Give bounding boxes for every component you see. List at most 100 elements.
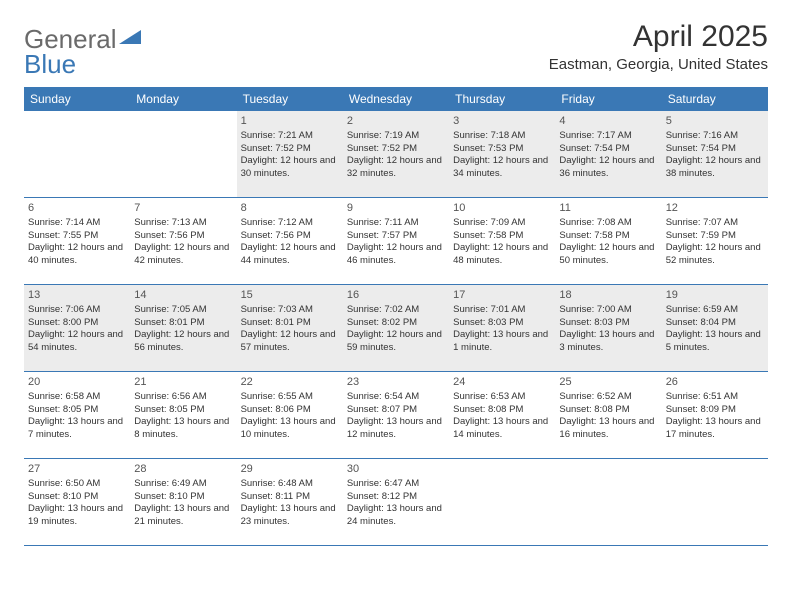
day-info-line: Sunset: 8:03 PM bbox=[559, 317, 657, 330]
day-info-line: Daylight: 13 hours and 16 minutes. bbox=[559, 416, 657, 442]
day-number: 8 bbox=[241, 201, 339, 216]
day-info-line: Sunset: 7:52 PM bbox=[241, 143, 339, 156]
day-info-line: Sunrise: 6:48 AM bbox=[241, 478, 339, 491]
day-info-line: Sunrise: 7:12 AM bbox=[241, 217, 339, 230]
day-info-line: Sunrise: 7:21 AM bbox=[241, 130, 339, 143]
week-row: 13Sunrise: 7:06 AMSunset: 8:00 PMDayligh… bbox=[24, 285, 768, 372]
day-info-line: Daylight: 12 hours and 42 minutes. bbox=[134, 242, 232, 268]
day-number: 21 bbox=[134, 375, 232, 390]
day-info-line: Daylight: 12 hours and 59 minutes. bbox=[347, 329, 445, 355]
day-info-line: Sunrise: 6:52 AM bbox=[559, 391, 657, 404]
day-cell: 17Sunrise: 7:01 AMSunset: 8:03 PMDayligh… bbox=[449, 285, 555, 371]
day-info-line: Sunrise: 6:59 AM bbox=[666, 304, 764, 317]
title-block: April 2025 Eastman, Georgia, United Stat… bbox=[549, 20, 768, 73]
day-info-line: Daylight: 12 hours and 56 minutes. bbox=[134, 329, 232, 355]
day-number: 24 bbox=[453, 375, 551, 390]
day-cell: 19Sunrise: 6:59 AMSunset: 8:04 PMDayligh… bbox=[662, 285, 768, 371]
day-number: 26 bbox=[666, 375, 764, 390]
day-number: 16 bbox=[347, 288, 445, 303]
day-cell bbox=[449, 459, 555, 545]
day-info-line: Sunset: 8:05 PM bbox=[28, 404, 126, 417]
day-number: 20 bbox=[28, 375, 126, 390]
week-row: 27Sunrise: 6:50 AMSunset: 8:10 PMDayligh… bbox=[24, 459, 768, 546]
day-cell: 12Sunrise: 7:07 AMSunset: 7:59 PMDayligh… bbox=[662, 198, 768, 284]
day-info-line: Sunset: 8:03 PM bbox=[453, 317, 551, 330]
day-info-line: Daylight: 12 hours and 34 minutes. bbox=[453, 155, 551, 181]
day-info-line: Sunrise: 7:08 AM bbox=[559, 217, 657, 230]
day-number: 4 bbox=[559, 114, 657, 129]
day-cell: 5Sunrise: 7:16 AMSunset: 7:54 PMDaylight… bbox=[662, 111, 768, 197]
day-info-line: Sunset: 8:07 PM bbox=[347, 404, 445, 417]
day-info-line: Sunset: 8:08 PM bbox=[559, 404, 657, 417]
day-info-line: Sunrise: 6:58 AM bbox=[28, 391, 126, 404]
day-info-line: Daylight: 13 hours and 17 minutes. bbox=[666, 416, 764, 442]
day-cell: 18Sunrise: 7:00 AMSunset: 8:03 PMDayligh… bbox=[555, 285, 661, 371]
weekday-header-row: SundayMondayTuesdayWednesdayThursdayFrid… bbox=[24, 87, 768, 111]
day-cell: 1Sunrise: 7:21 AMSunset: 7:52 PMDaylight… bbox=[237, 111, 343, 197]
day-cell: 15Sunrise: 7:03 AMSunset: 8:01 PMDayligh… bbox=[237, 285, 343, 371]
day-number: 27 bbox=[28, 462, 126, 477]
day-number: 12 bbox=[666, 201, 764, 216]
day-info-line: Daylight: 12 hours and 32 minutes. bbox=[347, 155, 445, 181]
weekday-header: Monday bbox=[130, 87, 236, 111]
day-info-line: Daylight: 12 hours and 36 minutes. bbox=[559, 155, 657, 181]
day-cell: 3Sunrise: 7:18 AMSunset: 7:53 PMDaylight… bbox=[449, 111, 555, 197]
day-info-line: Sunset: 7:55 PM bbox=[28, 230, 126, 243]
day-info-line: Daylight: 12 hours and 48 minutes. bbox=[453, 242, 551, 268]
day-info-line: Sunset: 8:11 PM bbox=[241, 491, 339, 504]
day-number: 9 bbox=[347, 201, 445, 216]
day-cell bbox=[130, 111, 236, 197]
day-info-line: Daylight: 13 hours and 21 minutes. bbox=[134, 503, 232, 529]
weekday-header: Friday bbox=[555, 87, 661, 111]
day-number: 10 bbox=[453, 201, 551, 216]
day-info-line: Daylight: 13 hours and 14 minutes. bbox=[453, 416, 551, 442]
day-info-line: Daylight: 12 hours and 44 minutes. bbox=[241, 242, 339, 268]
day-info-line: Daylight: 12 hours and 30 minutes. bbox=[241, 155, 339, 181]
weekday-header: Wednesday bbox=[343, 87, 449, 111]
day-cell: 9Sunrise: 7:11 AMSunset: 7:57 PMDaylight… bbox=[343, 198, 449, 284]
day-info-line: Sunset: 7:59 PM bbox=[666, 230, 764, 243]
day-cell bbox=[662, 459, 768, 545]
calendar: SundayMondayTuesdayWednesdayThursdayFrid… bbox=[24, 87, 768, 546]
day-info-line: Daylight: 13 hours and 3 minutes. bbox=[559, 329, 657, 355]
day-number: 6 bbox=[28, 201, 126, 216]
day-info-line: Sunrise: 7:03 AM bbox=[241, 304, 339, 317]
day-number: 22 bbox=[241, 375, 339, 390]
day-info-line: Sunrise: 7:01 AM bbox=[453, 304, 551, 317]
day-info-line: Sunrise: 7:06 AM bbox=[28, 304, 126, 317]
day-info-line: Sunrise: 7:17 AM bbox=[559, 130, 657, 143]
day-cell: 11Sunrise: 7:08 AMSunset: 7:58 PMDayligh… bbox=[555, 198, 661, 284]
day-info-line: Daylight: 13 hours and 7 minutes. bbox=[28, 416, 126, 442]
day-cell: 7Sunrise: 7:13 AMSunset: 7:56 PMDaylight… bbox=[130, 198, 236, 284]
day-info-line: Sunset: 7:57 PM bbox=[347, 230, 445, 243]
day-number: 28 bbox=[134, 462, 232, 477]
day-cell: 10Sunrise: 7:09 AMSunset: 7:58 PMDayligh… bbox=[449, 198, 555, 284]
weekday-header: Sunday bbox=[24, 87, 130, 111]
day-cell: 29Sunrise: 6:48 AMSunset: 8:11 PMDayligh… bbox=[237, 459, 343, 545]
day-info-line: Sunrise: 6:51 AM bbox=[666, 391, 764, 404]
day-cell: 26Sunrise: 6:51 AMSunset: 8:09 PMDayligh… bbox=[662, 372, 768, 458]
day-cell: 14Sunrise: 7:05 AMSunset: 8:01 PMDayligh… bbox=[130, 285, 236, 371]
day-info-line: Sunset: 8:05 PM bbox=[134, 404, 232, 417]
day-number: 11 bbox=[559, 201, 657, 216]
day-info-line: Sunrise: 6:47 AM bbox=[347, 478, 445, 491]
day-info-line: Sunset: 8:02 PM bbox=[347, 317, 445, 330]
day-number: 29 bbox=[241, 462, 339, 477]
day-cell: 28Sunrise: 6:49 AMSunset: 8:10 PMDayligh… bbox=[130, 459, 236, 545]
day-info-line: Sunset: 8:01 PM bbox=[241, 317, 339, 330]
day-info-line: Sunset: 7:58 PM bbox=[559, 230, 657, 243]
weekday-header: Tuesday bbox=[237, 87, 343, 111]
day-cell: 20Sunrise: 6:58 AMSunset: 8:05 PMDayligh… bbox=[24, 372, 130, 458]
day-info-line: Sunset: 8:01 PM bbox=[134, 317, 232, 330]
week-row: 1Sunrise: 7:21 AMSunset: 7:52 PMDaylight… bbox=[24, 111, 768, 198]
weekday-header: Saturday bbox=[662, 87, 768, 111]
day-info-line: Sunset: 8:10 PM bbox=[134, 491, 232, 504]
triangle-icon bbox=[119, 28, 143, 51]
day-info-line: Sunrise: 7:11 AM bbox=[347, 217, 445, 230]
day-info-line: Daylight: 13 hours and 8 minutes. bbox=[134, 416, 232, 442]
day-cell: 30Sunrise: 6:47 AMSunset: 8:12 PMDayligh… bbox=[343, 459, 449, 545]
day-number: 18 bbox=[559, 288, 657, 303]
day-info-line: Sunrise: 7:09 AM bbox=[453, 217, 551, 230]
day-info-line: Sunrise: 7:13 AM bbox=[134, 217, 232, 230]
day-info-line: Sunset: 7:52 PM bbox=[347, 143, 445, 156]
